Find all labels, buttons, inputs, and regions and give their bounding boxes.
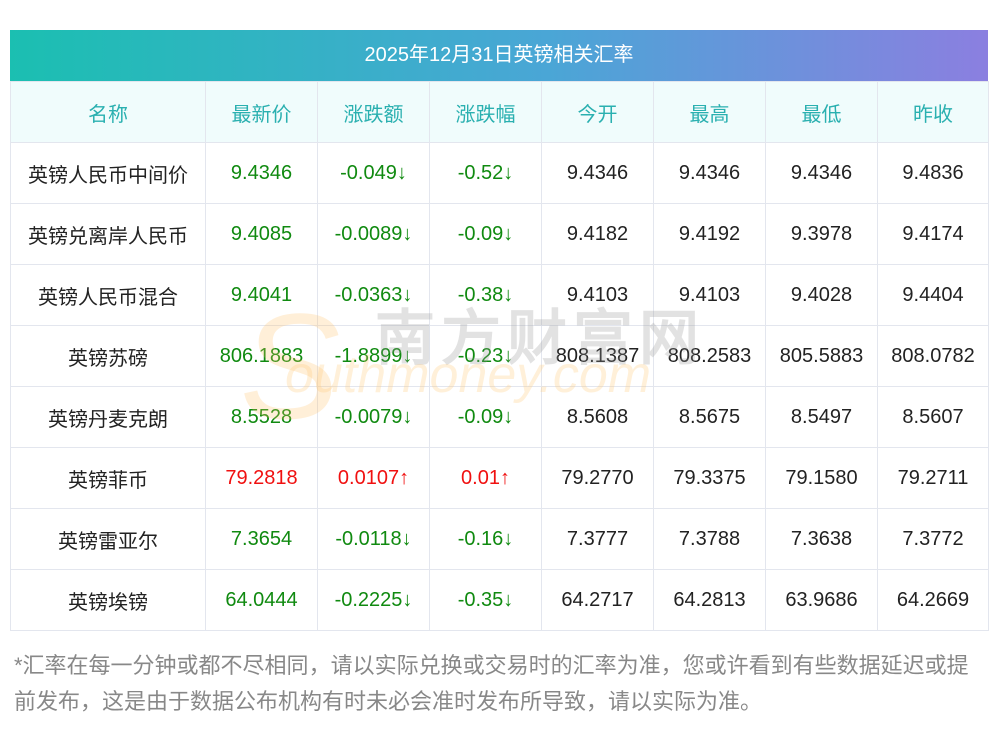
cell-prev: 9.4836	[877, 142, 989, 204]
cell-open: 64.2717	[541, 569, 654, 631]
cell-name: 英镑菲币	[10, 447, 206, 509]
cell-prev: 9.4404	[877, 264, 989, 326]
cell-change: -0.049↓	[317, 142, 430, 204]
column-header-low: 最低	[765, 81, 878, 143]
cell-name: 英镑人民币混合	[10, 264, 206, 326]
table-row: 英镑人民币混合 9.4041 -0.0363↓ -0.38↓ 9.4103 9.4103 9…	[10, 264, 989, 326]
cell-pct: 0.01↑	[429, 447, 542, 509]
table-row: 英镑兑离岸人民币 9.4085 -0.0089↓ -0.09↓ 9.4182 9.4192…	[10, 203, 989, 265]
cell-change: 0.0107↑	[317, 447, 430, 509]
cell-open: 9.4182	[541, 203, 654, 265]
cell-change: -0.0118↓	[317, 508, 430, 570]
cell-low: 79.1580	[765, 447, 878, 509]
table-row: 英镑菲币 79.2818 0.0107↑ 0.01↑ 79.2770 79.3375 79.…	[10, 447, 989, 509]
cell-high: 79.3375	[653, 447, 766, 509]
cell-high: 7.3788	[653, 508, 766, 570]
cell-latest: 8.5528	[205, 386, 318, 448]
cell-low: 9.4346	[765, 142, 878, 204]
cell-high: 9.4346	[653, 142, 766, 204]
column-header-name: 名称	[10, 81, 206, 143]
column-header-open: 今开	[541, 81, 654, 143]
cell-latest: 806.1883	[205, 325, 318, 387]
cell-pct: -0.09↓	[429, 203, 542, 265]
cell-low: 7.3638	[765, 508, 878, 570]
column-header-prev-close: 昨收	[877, 81, 989, 143]
cell-open: 7.3777	[541, 508, 654, 570]
cell-prev: 8.5607	[877, 386, 989, 448]
cell-change: -1.8899↓	[317, 325, 430, 387]
cell-pct: -0.16↓	[429, 508, 542, 570]
cell-open: 9.4346	[541, 142, 654, 204]
cell-low: 63.9686	[765, 569, 878, 631]
cell-change: -0.2225↓	[317, 569, 430, 631]
cell-latest: 7.3654	[205, 508, 318, 570]
cell-open: 9.4103	[541, 264, 654, 326]
cell-pct: -0.38↓	[429, 264, 542, 326]
cell-pct: -0.09↓	[429, 386, 542, 448]
cell-open: 808.1387	[541, 325, 654, 387]
cell-latest: 9.4085	[205, 203, 318, 265]
cell-name: 英镑人民币中间价	[10, 142, 206, 204]
table-row: 英镑苏磅 806.1883 -1.8899↓ -0.23↓ 808.1387 808.25…	[10, 325, 989, 387]
cell-high: 8.5675	[653, 386, 766, 448]
cell-name: 英镑丹麦克朗	[10, 386, 206, 448]
cell-low: 9.4028	[765, 264, 878, 326]
exchange-rate-table: 名称 最新价 涨跌额 涨跌幅 今开 最高 最低 昨收 英镑人民币中间价 9.434…	[10, 81, 989, 631]
cell-prev: 9.4174	[877, 203, 989, 265]
cell-low: 9.3978	[765, 203, 878, 265]
cell-high: 9.4103	[653, 264, 766, 326]
cell-high: 64.2813	[653, 569, 766, 631]
cell-pct: -0.52↓	[429, 142, 542, 204]
table-header-row: 名称 最新价 涨跌额 涨跌幅 今开 最高 最低 昨收	[10, 81, 989, 143]
table-row: 英镑人民币中间价 9.4346 -0.049↓ -0.52↓ 9.4346 9.4346 9…	[10, 142, 989, 204]
cell-change: -0.0363↓	[317, 264, 430, 326]
cell-high: 9.4192	[653, 203, 766, 265]
column-header-change-pct: 涨跌幅	[429, 81, 542, 143]
cell-pct: -0.35↓	[429, 569, 542, 631]
cell-latest: 79.2818	[205, 447, 318, 509]
page-title: 2025年12月31日英镑相关汇率	[10, 30, 988, 81]
table-row: 英镑雷亚尔 7.3654 -0.0118↓ -0.16↓ 7.3777 7.3788 7.3…	[10, 508, 989, 570]
footnote: *汇率在每一分钟或都不尽相同，请以实际兑换或交易时的汇率为准，您或许看到有些数据…	[14, 653, 969, 714]
cell-change: -0.0089↓	[317, 203, 430, 265]
cell-high: 808.2583	[653, 325, 766, 387]
cell-latest: 9.4346	[205, 142, 318, 204]
column-header-change: 涨跌额	[317, 81, 430, 143]
cell-name: 英镑苏磅	[10, 325, 206, 387]
cell-prev: 7.3772	[877, 508, 989, 570]
cell-pct: -0.23↓	[429, 325, 542, 387]
table-row: 英镑丹麦克朗 8.5528 -0.0079↓ -0.09↓ 8.5608 8.5675 8.…	[10, 386, 989, 448]
cell-prev: 79.2711	[877, 447, 989, 509]
cell-open: 8.5608	[541, 386, 654, 448]
cell-latest: 64.0444	[205, 569, 318, 631]
cell-prev: 64.2669	[877, 569, 989, 631]
column-header-high: 最高	[653, 81, 766, 143]
cell-change: -0.0079↓	[317, 386, 430, 448]
table-row: 英镑埃镑 64.0444 -0.2225↓ -0.35↓ 64.2717 64.2813 6…	[10, 569, 989, 631]
cell-low: 8.5497	[765, 386, 878, 448]
cell-name: 英镑兑离岸人民币	[10, 203, 206, 265]
cell-open: 79.2770	[541, 447, 654, 509]
cell-prev: 808.0782	[877, 325, 989, 387]
column-header-latest: 最新价	[205, 81, 318, 143]
cell-low: 805.5883	[765, 325, 878, 387]
cell-name: 英镑埃镑	[10, 569, 206, 631]
cell-name: 英镑雷亚尔	[10, 508, 206, 570]
cell-latest: 9.4041	[205, 264, 318, 326]
